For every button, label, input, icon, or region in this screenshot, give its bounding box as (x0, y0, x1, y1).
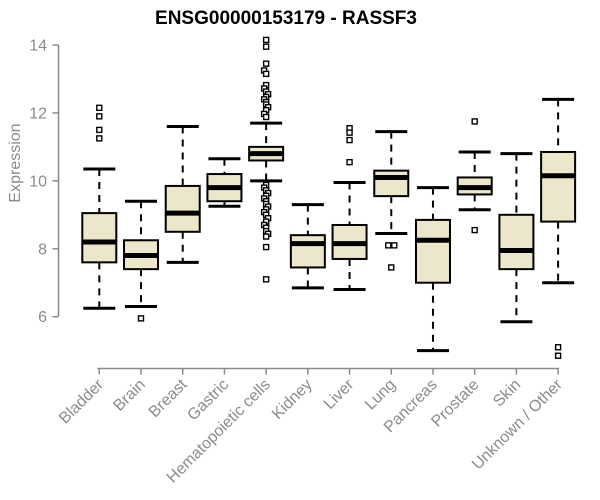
outlier-point (262, 276, 270, 283)
outlier-point (262, 233, 270, 240)
outlier-point (137, 315, 145, 322)
outlier-point (346, 129, 353, 136)
iqr-box (414, 218, 451, 284)
x-tick-label-lung: Lung (362, 376, 399, 413)
y-tick-label: 8 (38, 241, 47, 258)
outlier-point (96, 126, 103, 134)
iqr-box (498, 213, 535, 271)
outlier-point (471, 118, 478, 125)
outlier-point (96, 135, 103, 142)
box-bladder (81, 104, 118, 310)
outlier-point (388, 264, 395, 271)
outlier-point (391, 242, 398, 249)
outlier-point (346, 158, 353, 166)
outlier-point (554, 352, 562, 359)
box-gastric (206, 157, 243, 208)
y-tick-label: 12 (29, 105, 47, 122)
y-tick-label: 10 (29, 173, 47, 190)
box-brain (123, 199, 160, 322)
outlier-point (346, 136, 353, 144)
outlier-point (554, 344, 562, 351)
outlier-point (385, 242, 392, 249)
iqr-box (81, 212, 118, 264)
y-tick-label: 14 (29, 38, 47, 55)
box-lung (373, 130, 410, 271)
outlier-point (262, 43, 270, 50)
outlier-point (262, 70, 270, 78)
x-tick-label-liver: Liver (321, 376, 358, 413)
x-tick-label-kidney: Kidney (269, 376, 316, 423)
iqr-box (540, 150, 577, 223)
box-liver (331, 125, 368, 292)
outlier-point (471, 226, 478, 234)
outlier-point (96, 113, 103, 120)
box-unknown-other (540, 97, 577, 359)
box-prostate (456, 118, 493, 234)
x-tick-label-brain: Brain (110, 376, 148, 414)
iqr-box (373, 169, 410, 198)
iqr-box (164, 184, 201, 233)
x-tick-label-breast: Breast (146, 376, 191, 421)
outlier-point (262, 60, 270, 67)
x-tick-label-skin: Skin (490, 376, 524, 410)
y-tick-label: 6 (38, 309, 47, 326)
x-tick-label-bladder: Bladder (56, 376, 107, 427)
outlier-point (262, 243, 270, 251)
box-hematopoietic-cells (248, 36, 285, 283)
outlier-point (262, 113, 270, 121)
y-axis: 6 8 10 12 14 (29, 38, 60, 326)
iqr-box (289, 234, 326, 269)
box-kidney (289, 203, 326, 290)
box-breast (164, 125, 201, 264)
box-pancreas (414, 186, 451, 353)
outlier-point (262, 36, 270, 44)
chart-title: ENSG00000153179 - RASSF3 (155, 8, 417, 29)
outlier-point (96, 104, 103, 112)
box-skin (498, 152, 535, 324)
